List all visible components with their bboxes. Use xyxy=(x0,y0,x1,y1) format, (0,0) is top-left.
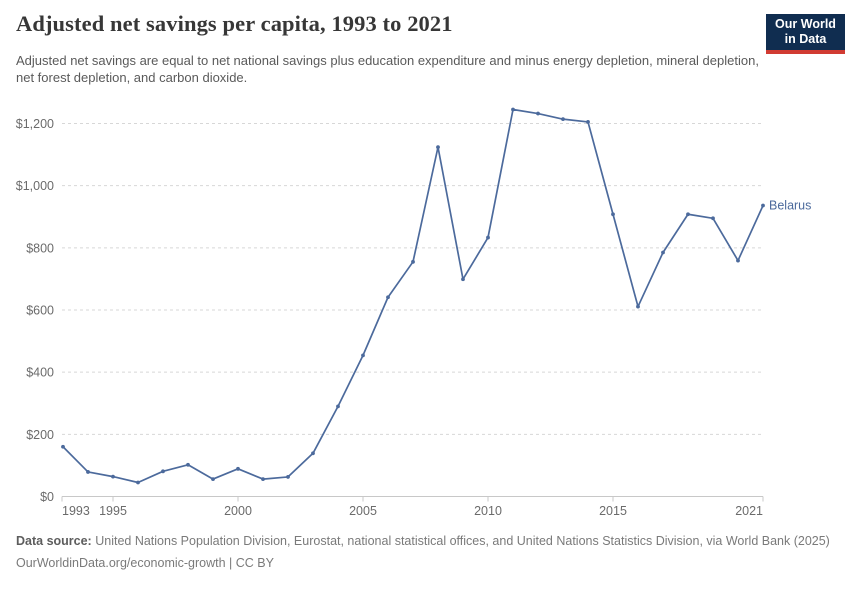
data-point-marker[interactable] xyxy=(211,477,215,481)
data-point-marker[interactable] xyxy=(461,277,465,282)
y-tick-label: $200 xyxy=(26,428,54,442)
license-link[interactable]: OurWorldinData.org/economic-growth | CC … xyxy=(16,556,274,570)
series-label-belarus[interactable]: Belarus xyxy=(769,199,811,213)
data-point-marker[interactable] xyxy=(761,203,765,208)
data-source-label: Data source: xyxy=(16,534,92,548)
x-tick-label: 2005 xyxy=(349,504,377,518)
data-point-marker[interactable] xyxy=(361,353,365,358)
series-line-belarus[interactable] xyxy=(62,108,764,484)
chart-footer: Data source: United Nations Population D… xyxy=(16,533,834,572)
data-source-text: United Nations Population Division, Euro… xyxy=(95,534,830,548)
owid-logo[interactable]: Our World in Data xyxy=(766,14,845,54)
data-point-marker[interactable] xyxy=(686,212,690,217)
data-point-marker[interactable] xyxy=(436,145,440,150)
data-point-marker[interactable] xyxy=(711,216,715,221)
page-title: Adjusted net savings per capita, 1993 to… xyxy=(16,11,453,36)
y-tick-label: $800 xyxy=(26,241,54,255)
data-point-marker[interactable] xyxy=(186,462,190,467)
data-source-line: Data source: United Nations Population D… xyxy=(16,533,834,550)
y-tick-label: $1,000 xyxy=(16,179,54,193)
data-point-marker[interactable] xyxy=(161,469,165,474)
x-tick-label: 2000 xyxy=(224,504,252,518)
data-point-marker[interactable] xyxy=(586,120,590,124)
data-point-marker[interactable] xyxy=(61,444,65,449)
data-point-marker[interactable] xyxy=(611,212,615,217)
owid-logo-line2: in Data xyxy=(784,31,827,46)
x-tick-label: 1995 xyxy=(99,504,127,518)
data-point-marker[interactable] xyxy=(86,470,90,474)
data-point-marker[interactable] xyxy=(661,250,665,255)
data-point-marker[interactable] xyxy=(311,451,315,456)
data-point-marker[interactable] xyxy=(536,111,540,116)
data-point-marker[interactable] xyxy=(561,117,565,122)
data-point-marker[interactable] xyxy=(286,475,290,479)
x-tick-label: 2010 xyxy=(474,504,502,518)
y-tick-label: $1,200 xyxy=(16,117,54,131)
data-point-marker[interactable] xyxy=(511,107,515,112)
data-point-marker[interactable] xyxy=(236,466,240,471)
line-chart: $0 $200 $400 $600 $800 $1,000 $1,200 1993 1995 20… xyxy=(16,107,811,518)
data-point-marker[interactable] xyxy=(136,480,140,485)
x-tick-label: 1993 xyxy=(62,504,90,518)
x-tick-label: 2021 xyxy=(735,504,763,518)
data-point-marker[interactable] xyxy=(386,295,390,300)
y-tick-label: $400 xyxy=(26,366,54,380)
y-tick-label: $600 xyxy=(26,304,54,318)
data-point-marker[interactable] xyxy=(411,259,415,264)
data-point-marker[interactable] xyxy=(261,477,265,481)
data-point-marker[interactable] xyxy=(486,235,490,240)
y-tick-label: $0 xyxy=(40,490,54,504)
owid-logo-line1: Our World xyxy=(775,17,836,31)
data-point-marker[interactable] xyxy=(336,404,340,409)
data-point-marker[interactable] xyxy=(636,304,640,309)
x-tick-label: 2015 xyxy=(599,504,627,518)
chart-subtitle: Adjusted net savings are equal to net na… xyxy=(16,53,759,85)
data-point-marker[interactable] xyxy=(736,258,740,263)
data-point-marker[interactable] xyxy=(111,474,115,479)
